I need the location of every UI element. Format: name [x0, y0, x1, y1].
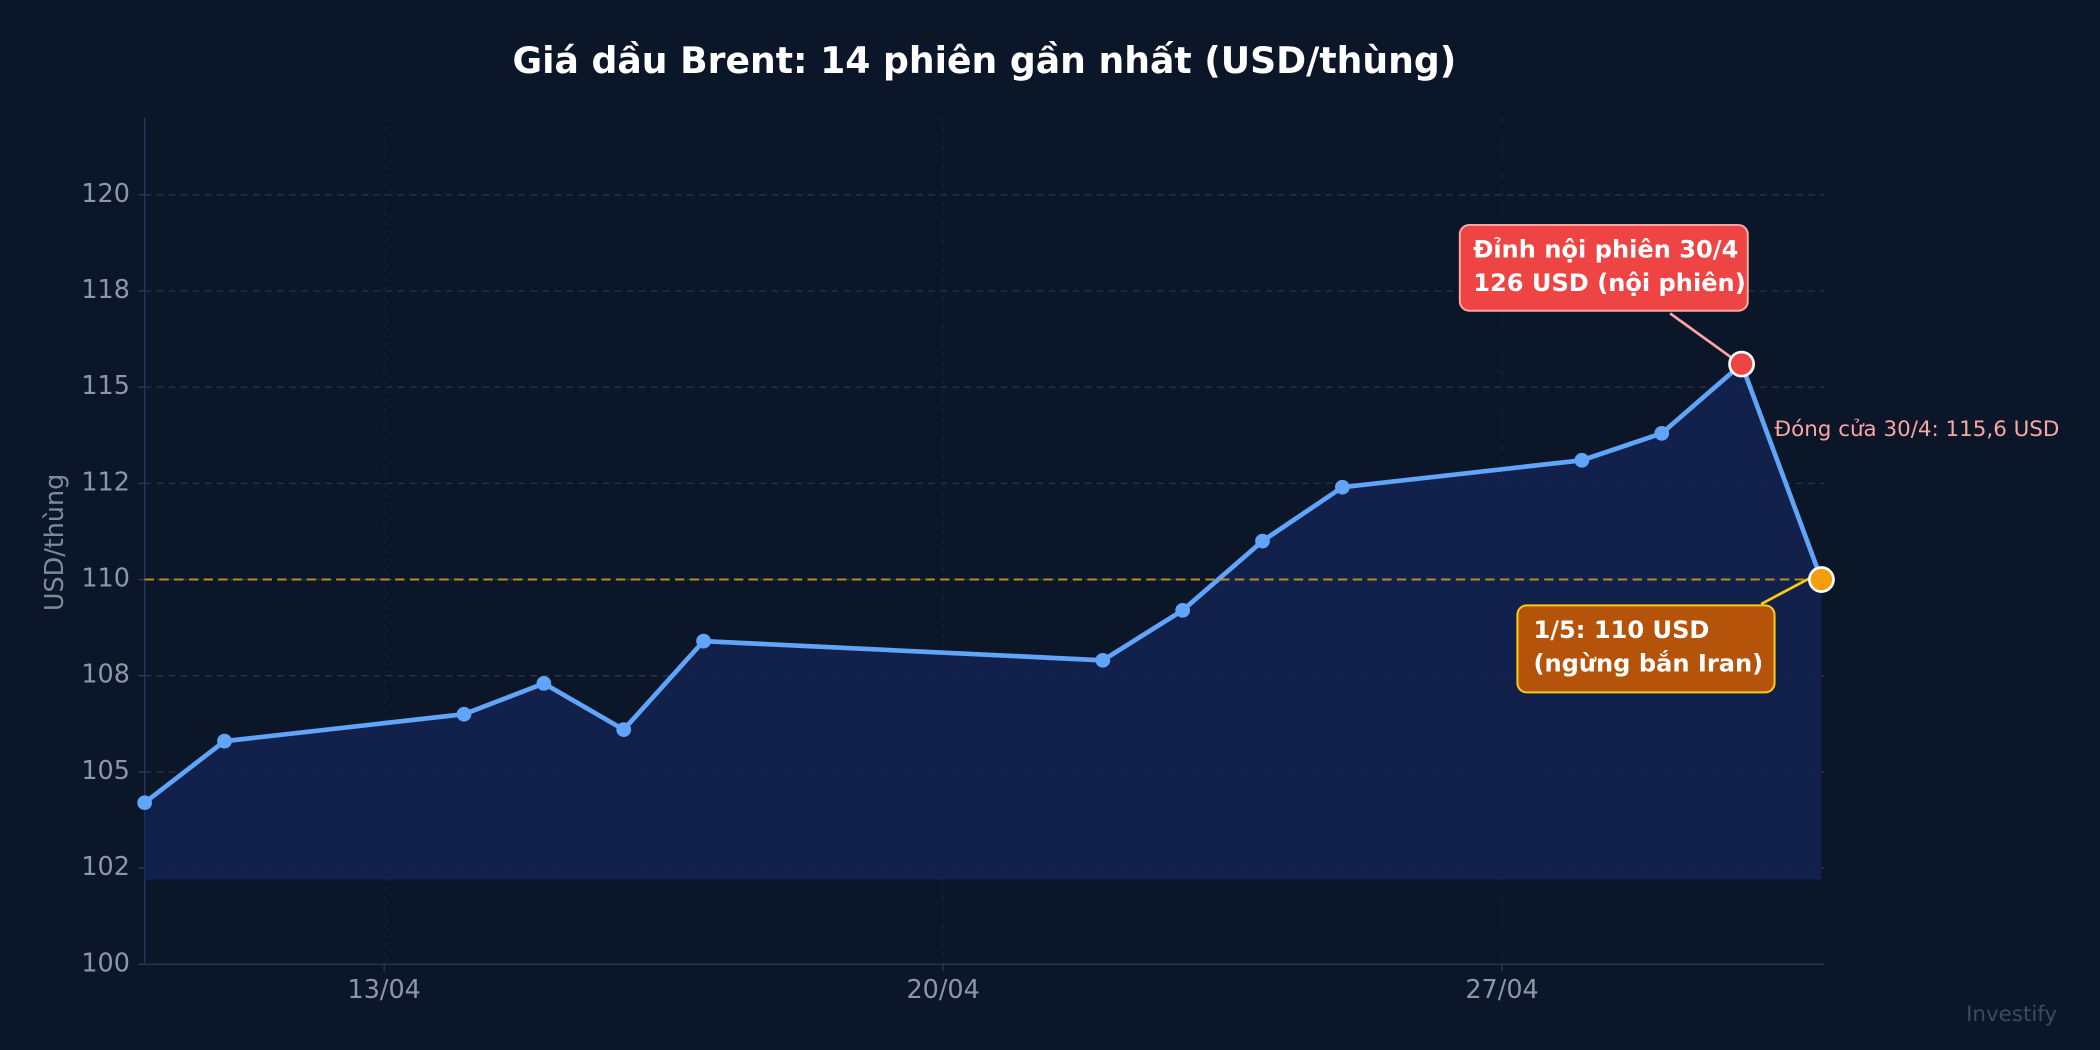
y-tick-label: 100 — [81, 947, 130, 977]
annotation-text: Đỉnh nội phiên 30/4 — [1473, 235, 1738, 263]
x-tick-label: 20/04 — [906, 974, 979, 1004]
annotation-arrow — [1669, 312, 1736, 362]
y-tick-label: 118 — [81, 274, 130, 304]
chart-title: Giá dầu Brent: 14 phiên gần nhất (USD/th… — [512, 39, 1456, 82]
annotation-text: (ngừng bắn Iran) — [1533, 648, 1763, 677]
y-tick-label: 108 — [81, 659, 130, 689]
point — [1175, 602, 1191, 618]
annotation-text: Đóng cửa 30/4: 115,6 USD — [1775, 417, 2060, 442]
y-tick-label: 120 — [81, 178, 130, 208]
area — [144, 364, 1822, 880]
annotation-box — [1458, 223, 1749, 312]
point — [137, 795, 153, 811]
y-tick-label: 102 — [81, 851, 130, 881]
point — [456, 706, 472, 722]
annotation-text: 126 USD (nội phiên) — [1473, 269, 1746, 297]
point — [696, 633, 711, 649]
highlight-point — [1808, 566, 1835, 593]
line — [143, 360, 1824, 805]
annotation-arrow — [1760, 574, 1816, 606]
x-tick-label: 13/04 — [348, 974, 421, 1004]
y-tick-label: 105 — [81, 755, 130, 785]
x-tick-label: 27/04 — [1465, 974, 1538, 1004]
y-tick-label: 110 — [81, 563, 130, 593]
point — [1574, 452, 1590, 468]
highlight-point — [1728, 350, 1755, 378]
annotation-text: 1/5: 110 USD — [1533, 616, 1709, 644]
annotation-box — [1516, 604, 1776, 694]
point — [616, 722, 632, 737]
point — [217, 733, 232, 749]
y-tick-label: 112 — [81, 466, 130, 496]
y-axis-label: USD/thùng — [39, 474, 69, 611]
y-tick-label: 115 — [81, 370, 130, 400]
point — [1095, 652, 1111, 668]
watermark: Investify — [1966, 1002, 2057, 1027]
point — [536, 676, 552, 691]
point — [1334, 479, 1350, 495]
point — [1255, 533, 1270, 549]
point — [1654, 425, 1670, 441]
